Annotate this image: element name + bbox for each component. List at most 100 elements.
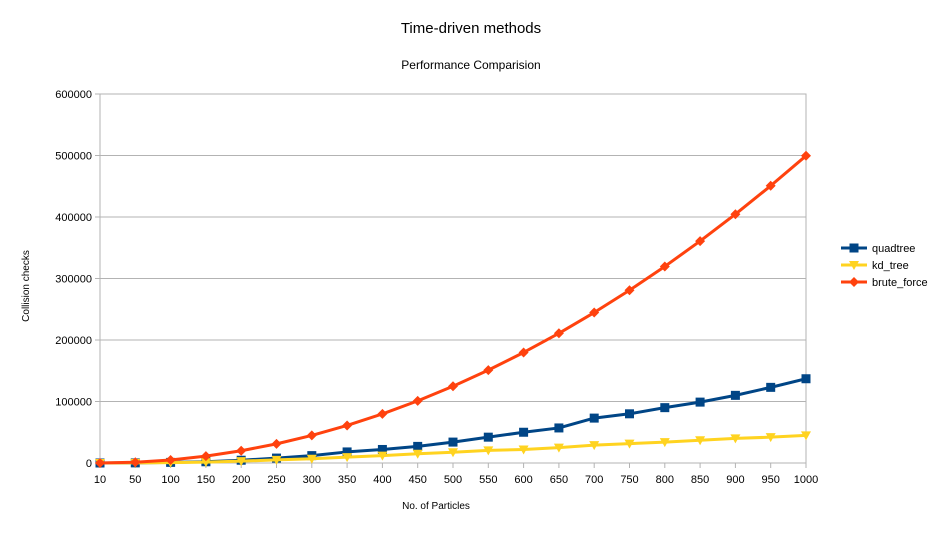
data-point-brute_force <box>483 365 494 376</box>
x-tick-label: 400 <box>373 474 391 486</box>
x-tick-label: 200 <box>232 474 250 486</box>
x-tick-label: 500 <box>444 474 462 486</box>
grid <box>100 93 806 464</box>
y-tick-label: 600000 <box>55 89 92 101</box>
y-tick-label: 500000 <box>55 151 92 163</box>
x-tick-label: 950 <box>762 474 780 486</box>
data-point-brute_force <box>165 454 176 465</box>
data-point-kd_tree <box>483 446 494 456</box>
x-tick-label: 10 <box>94 474 106 486</box>
data-point-quadtree <box>342 447 352 457</box>
legend: quadtree kd_tree brute_force <box>841 243 928 289</box>
y-tick-label: 400000 <box>55 212 92 224</box>
data-point-brute_force <box>377 408 388 419</box>
x-tick-label: 300 <box>303 474 321 486</box>
data-point-brute_force <box>342 420 353 431</box>
data-point-quadtree <box>730 390 740 400</box>
data-point-brute_force <box>306 430 317 441</box>
data-point-brute_force <box>624 285 635 296</box>
data-point-quadtree <box>519 427 529 437</box>
data-point-brute_force <box>553 328 564 339</box>
data-point-quadtree <box>377 444 387 454</box>
x-tick-label: 850 <box>691 474 709 486</box>
legend-marker <box>849 261 859 270</box>
x-tick-label: 650 <box>550 474 568 486</box>
y-axis-label: Collision checks <box>21 250 32 322</box>
data-point-kd_tree <box>306 454 317 464</box>
series-kd_tree <box>95 431 811 468</box>
y-tick-label: 0 <box>86 458 92 470</box>
data-point-brute_force <box>695 236 706 247</box>
x-tick-label: 350 <box>338 474 356 486</box>
data-point-quadtree <box>695 397 705 407</box>
x-tick-label: 100 <box>161 474 179 486</box>
series <box>95 150 811 468</box>
data-point-quadtree <box>483 432 493 442</box>
y-tick-label: 100000 <box>55 397 92 409</box>
x-tick-label: 150 <box>197 474 215 486</box>
x-tick-label: 450 <box>409 474 427 486</box>
data-point-brute_force <box>412 395 423 406</box>
data-point-brute_force <box>95 457 105 468</box>
series-line-brute_force <box>98 154 808 465</box>
x-tick-label: 800 <box>656 474 674 486</box>
legend-item-kd_tree: kd_tree <box>841 260 909 272</box>
axes: 0 100000 200000 300000 400000 500000 600000 10 5… <box>55 89 818 486</box>
x-tick-label: 750 <box>620 474 638 486</box>
data-point-brute_force <box>518 347 529 358</box>
data-point-brute_force <box>765 180 776 191</box>
data-point-kd_tree <box>589 441 600 451</box>
legend-label: brute_force <box>872 277 928 289</box>
chart-title: Time-driven methods <box>401 20 541 37</box>
data-point-brute_force <box>271 438 282 449</box>
data-point-kd_tree <box>695 436 706 446</box>
legend-label: quadtree <box>872 243 915 255</box>
data-point-kd_tree <box>236 457 247 467</box>
data-point-brute_force <box>730 209 741 220</box>
data-point-quadtree <box>554 423 564 433</box>
data-point-kd_tree <box>448 448 458 458</box>
legend-item-brute_force: brute_force <box>841 277 928 289</box>
legend-marker <box>849 243 859 253</box>
x-tick-label: 700 <box>585 474 603 486</box>
data-point-brute_force <box>236 445 247 456</box>
data-point-quadtree <box>413 441 423 451</box>
data-point-quadtree <box>801 374 811 384</box>
legend-label: kd_tree <box>872 260 909 272</box>
data-point-kd_tree <box>730 434 741 444</box>
data-point-quadtree <box>766 382 776 392</box>
data-point-brute_force <box>801 150 811 161</box>
x-tick-label: 900 <box>726 474 744 486</box>
data-point-brute_force <box>200 451 211 462</box>
x-tick-label: 1000 <box>794 474 818 486</box>
y-tick-label: 200000 <box>55 335 92 347</box>
data-point-kd_tree <box>271 455 282 465</box>
data-point-brute_force <box>448 381 458 392</box>
data-point-kd_tree <box>412 449 423 459</box>
data-point-quadtree <box>448 437 458 447</box>
data-point-kd_tree <box>342 453 353 463</box>
data-point-kd_tree <box>624 439 635 449</box>
chart-subtitle: Performance Comparision <box>401 58 540 72</box>
data-point-kd_tree <box>200 458 211 468</box>
series-brute_force <box>95 150 811 468</box>
data-point-brute_force <box>130 457 141 468</box>
legend-marker <box>849 277 859 287</box>
x-axis-label: No. of Particles <box>402 501 470 512</box>
data-point-kd_tree <box>765 433 776 443</box>
legend-item-quadtree: quadtree <box>841 243 915 255</box>
x-tick-label: 600 <box>514 474 532 486</box>
data-point-brute_force <box>659 261 670 272</box>
data-point-kd_tree <box>518 445 529 455</box>
data-point-kd_tree <box>377 451 388 461</box>
data-point-kd_tree <box>801 431 811 441</box>
data-point-quadtree <box>589 413 599 423</box>
data-point-kd_tree <box>659 438 670 448</box>
data-point-brute_force <box>589 307 600 318</box>
x-tick-label: 550 <box>479 474 497 486</box>
data-point-quadtree <box>660 403 670 413</box>
x-tick-label: 50 <box>129 474 141 486</box>
x-tick-label: 250 <box>267 474 285 486</box>
